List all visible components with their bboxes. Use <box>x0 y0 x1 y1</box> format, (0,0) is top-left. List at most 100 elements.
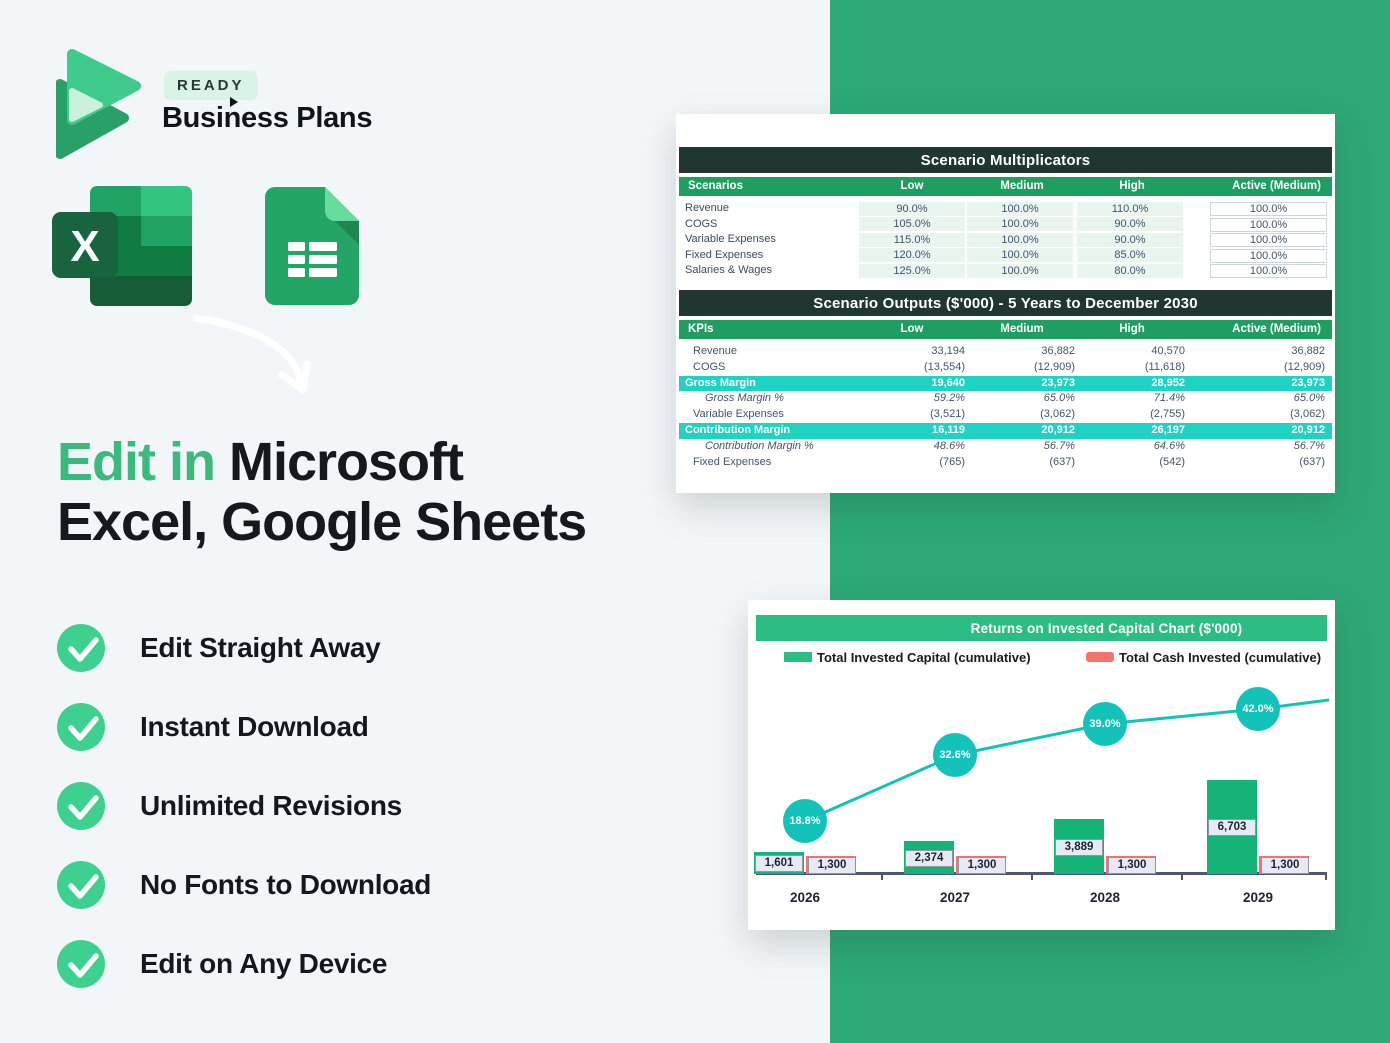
row-label: COGS <box>693 360 726 373</box>
table-cell: 105.0% <box>859 217 965 232</box>
table-row: COGS (13,554) (12,909) (11,618) (12,909) <box>679 360 1332 376</box>
check-icon <box>57 940 105 988</box>
table-cell: 64.6% <box>1153 439 1185 452</box>
table-cell: 125.0% <box>859 263 965 278</box>
row-label: Revenue <box>685 202 730 214</box>
feature-label: Unlimited Revisions <box>140 790 402 821</box>
axis-tick <box>1181 873 1183 880</box>
microsoft-excel-icon: X <box>52 186 192 306</box>
table-cell: 26,197 <box>1151 424 1185 436</box>
table-row: Salaries & Wages 125.0% 100.0% 80.0% 100.0% <box>679 263 1332 279</box>
table-cell: 23,973 <box>1291 376 1325 389</box>
roic-marker-bubble: 39.0% <box>1083 702 1127 746</box>
feature-item: Instant Download <box>57 703 431 751</box>
legend-label: Total Cash Invested (cumulative) <box>1119 649 1322 665</box>
google-sheets-icon <box>265 187 359 305</box>
bar-value-label: 1,300 <box>958 857 1006 874</box>
feature-item: Edit Straight Away <box>57 624 431 672</box>
column-header: Active (Medium) <box>1232 179 1321 192</box>
check-icon <box>57 782 105 830</box>
feature-list: Edit Straight Away Instant Download Unlimi… <box>57 624 431 1019</box>
axis-tick <box>1031 873 1033 880</box>
table-cell: 65.0% <box>1293 392 1325 405</box>
feature-item: Unlimited Revisions <box>57 782 431 830</box>
table-cell: 115.0% <box>859 232 965 247</box>
roic-chart-card: Returns on Invested Capital Chart ($'000… <box>748 600 1335 930</box>
multiplicators-title: Scenario Multiplicators <box>679 147 1332 173</box>
table-cell: 36,882 <box>1291 345 1325 357</box>
table-row: Contribution Margin % 48.6% 56.7% 64.6% 56.7… <box>679 439 1332 455</box>
table-cell: 36,882 <box>1041 345 1075 357</box>
table-row: COGS 105.0% 100.0% 90.0% 100.0% <box>679 217 1332 233</box>
table-row: Variable Expenses 115.0% 100.0% 90.0% 100.0% <box>679 232 1332 248</box>
table-cell: (3,062) <box>1040 408 1075 421</box>
x-axis-label: 2027 <box>939 890 971 905</box>
table-cell: 100.0% <box>1210 248 1327 263</box>
outputs-title: Scenario Outputs ($'000) - 5 Years to De… <box>679 290 1332 316</box>
table-cell: 48.6% <box>933 439 965 452</box>
feature-label: No Fonts to Download <box>140 869 432 900</box>
headline-line2: Excel, Google Sheets <box>57 492 587 552</box>
headline-line1: Microsoft <box>229 432 464 492</box>
roic-marker-bubble: 42.0% <box>1236 687 1280 731</box>
table-row: Revenue 33,194 36,882 40,570 36,882 <box>679 344 1332 360</box>
table-cell: (3,062) <box>1290 408 1325 421</box>
legend-swatch-green <box>784 652 812 662</box>
row-label: Salaries & Wages <box>685 264 773 277</box>
table-cell: 40,570 <box>1151 345 1185 357</box>
row-label: Gross Margin <box>685 376 756 389</box>
check-icon <box>57 624 105 672</box>
table-cell: 100.0% <box>1210 233 1327 248</box>
table-cell: 33,194 <box>931 345 965 357</box>
table-cell: 56.7% <box>1293 439 1325 452</box>
row-label: Variable Expenses <box>693 408 784 421</box>
roic-marker-bubble: 18.8% <box>783 799 827 843</box>
legend-item-cash-invested: Total Cash Invested (cumulative) <box>1086 649 1321 665</box>
axis-tick <box>881 873 883 880</box>
bar-value-label: 1,601 <box>755 855 803 872</box>
table-cell: 23,973 <box>1041 376 1075 389</box>
bar-value-label: 3,889 <box>1055 838 1103 856</box>
multiplicators-header: Scenarios Low Medium High Active (Medium… <box>679 177 1332 196</box>
table-row: Fixed Expenses (765) (637) (542) (637) <box>679 455 1332 471</box>
row-label: Fixed Expenses <box>685 248 764 261</box>
feature-item: Edit on Any Device <box>57 940 431 988</box>
check-icon <box>57 703 105 751</box>
legend-label: Total Invested Capital (cumulative) <box>817 649 1031 665</box>
roic-marker-bubble: 32.6% <box>933 733 977 777</box>
column-header: Medium <box>1000 179 1044 192</box>
table-cell: 90.0% <box>1077 232 1183 247</box>
table-cell: (13,554) <box>924 360 965 373</box>
legend-swatch-red <box>1086 652 1114 662</box>
column-header: Low <box>900 179 924 192</box>
column-header: Active (Medium) <box>1232 322 1321 335</box>
feature-item: No Fonts to Download <box>57 861 431 909</box>
headline-highlight: Edit in <box>57 432 216 492</box>
table-cell: 85.0% <box>1077 248 1183 263</box>
table-row: Gross Margin 19,640 23,973 28,952 23,973 <box>679 375 1332 392</box>
table-cell: 100.0% <box>1210 202 1327 216</box>
table-cell: (11,618) <box>1144 360 1185 373</box>
table-cell: 80.0% <box>1077 263 1183 278</box>
table-cell: (12,909) <box>1284 360 1325 373</box>
row-label: Contribution Margin <box>685 424 791 436</box>
table-row: Contribution Margin 16,119 20,912 26,197 20,… <box>679 423 1332 439</box>
table-cell: (765) <box>939 455 965 468</box>
brand-i-triangle-icon <box>230 97 238 107</box>
brand-logo-icon <box>56 49 141 159</box>
table-cell: 100.0% <box>967 248 1073 263</box>
table-cell: 56.7% <box>1043 439 1075 452</box>
table-row: Gross Margin % 59.2% 65.0% 71.4% 65.0% <box>679 391 1332 407</box>
table-cell: 19,640 <box>931 376 965 389</box>
column-header: Medium <box>1000 322 1044 335</box>
table-cell: 100.0% <box>1210 217 1327 232</box>
table-cell: 90.0% <box>1077 217 1183 232</box>
row-label: Fixed Expenses <box>693 455 772 468</box>
check-icon <box>57 861 105 909</box>
table-cell: 90.0% <box>859 201 965 216</box>
table-cell: 100.0% <box>967 232 1073 247</box>
outputs-header: KPIs Low Medium High Active (Medium) <box>679 320 1332 339</box>
excel-x-letter: X <box>70 222 99 271</box>
table-cell: 100.0% <box>1210 264 1327 279</box>
feature-label: Edit Straight Away <box>140 632 381 663</box>
